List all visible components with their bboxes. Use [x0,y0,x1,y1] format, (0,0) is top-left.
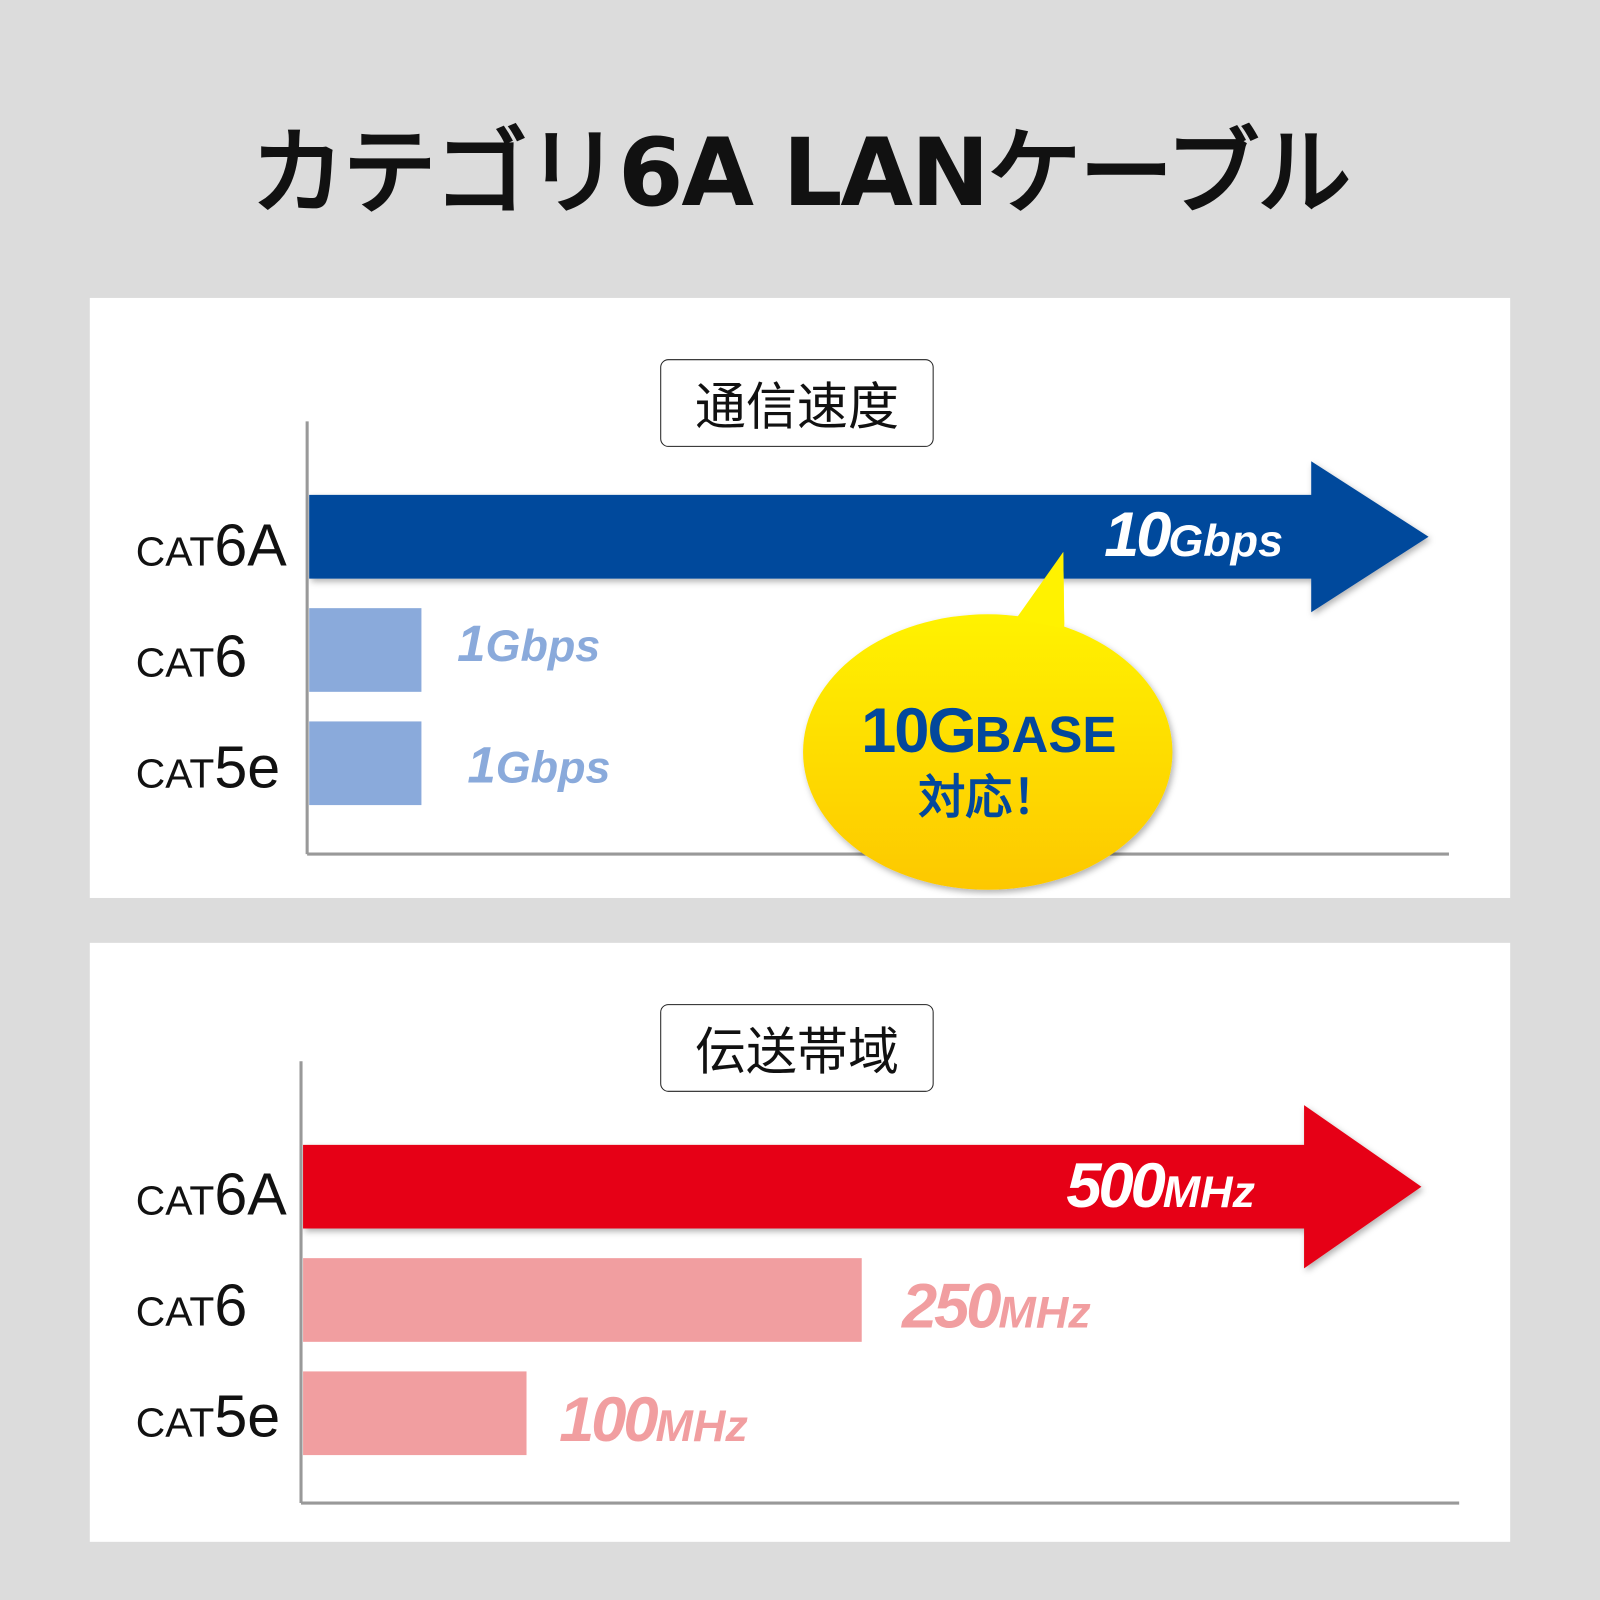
speech-bubble [803,614,1173,890]
speed-value-cat6a: 10Gbps [1104,504,1283,567]
band-value-cat6a: 500MHz [1066,1155,1255,1218]
row-label-suffix: 6A [214,512,287,579]
bubble-number: 10G [861,695,977,767]
row-label-prefix: CAT [135,640,215,686]
value-number: 1 [467,736,496,794]
value-unit: Gbps [1168,516,1284,567]
speed-chart-title: 通信速度 [660,359,934,447]
row-label-prefix: CAT [135,1289,215,1335]
speed-value-cat5e: 1Gbps [467,740,610,791]
row-label-prefix: CAT [135,1401,215,1446]
band-bar-2 [303,1371,527,1456]
row-label-prefix: CAT [135,752,215,797]
band-value-cat6: 250MHz [902,1275,1091,1339]
row-label-suffix: 5e [214,1383,281,1450]
value-unit: MHz [655,1401,748,1452]
value-unit: MHz [998,1287,1091,1338]
bandwidth-chart-title: 伝送帯域 [660,1004,934,1092]
band-row-label-cat6a: CAT6A [136,1165,287,1224]
value-number: 100 [559,1384,658,1456]
speed-row-label-cat5e: CAT5e [135,738,280,798]
value-unit: Gbps [495,742,611,793]
value-number: 10 [1104,499,1171,571]
band-row-label-cat6: CAT6 [135,1276,248,1336]
bubble-tail-overlay [1016,552,1065,629]
bubble-line-2: 対応！ [918,770,1060,824]
row-label-suffix: 5e [214,734,281,802]
speed-bar-arrow-0 [309,461,1429,613]
row-label-prefix: CAT [135,529,215,575]
band-row-label-cat5e: CAT5e [135,1387,280,1447]
row-label-prefix: CAT [135,1178,215,1224]
speed-row-label-cat6a: CAT6A [136,516,287,575]
value-number: 250 [902,1271,1001,1342]
speed-value-cat6: 1Gbps [457,618,600,669]
speed-row-label-cat6: CAT6 [135,627,248,687]
band-bar-arrow-0 [303,1105,1422,1269]
page-title: カテゴリ6A LANケーブル [250,118,1352,228]
band-bar-1 [303,1258,862,1342]
value-unit: MHz [1162,1167,1255,1218]
value-number: 500 [1066,1151,1165,1222]
band-value-cat5e: 100MHz [559,1388,748,1452]
speed-bar-2 [309,721,422,806]
bubble-word: BASE [974,706,1117,764]
row-label-suffix: 6 [214,623,248,690]
row-label-suffix: 6 [214,1272,248,1339]
value-unit: Gbps [485,621,601,672]
row-label-suffix: 6A [214,1161,287,1228]
value-number: 1 [457,615,486,673]
bubble-line-1: 10GBASE [804,699,1173,764]
speed-bar-1 [309,608,422,692]
